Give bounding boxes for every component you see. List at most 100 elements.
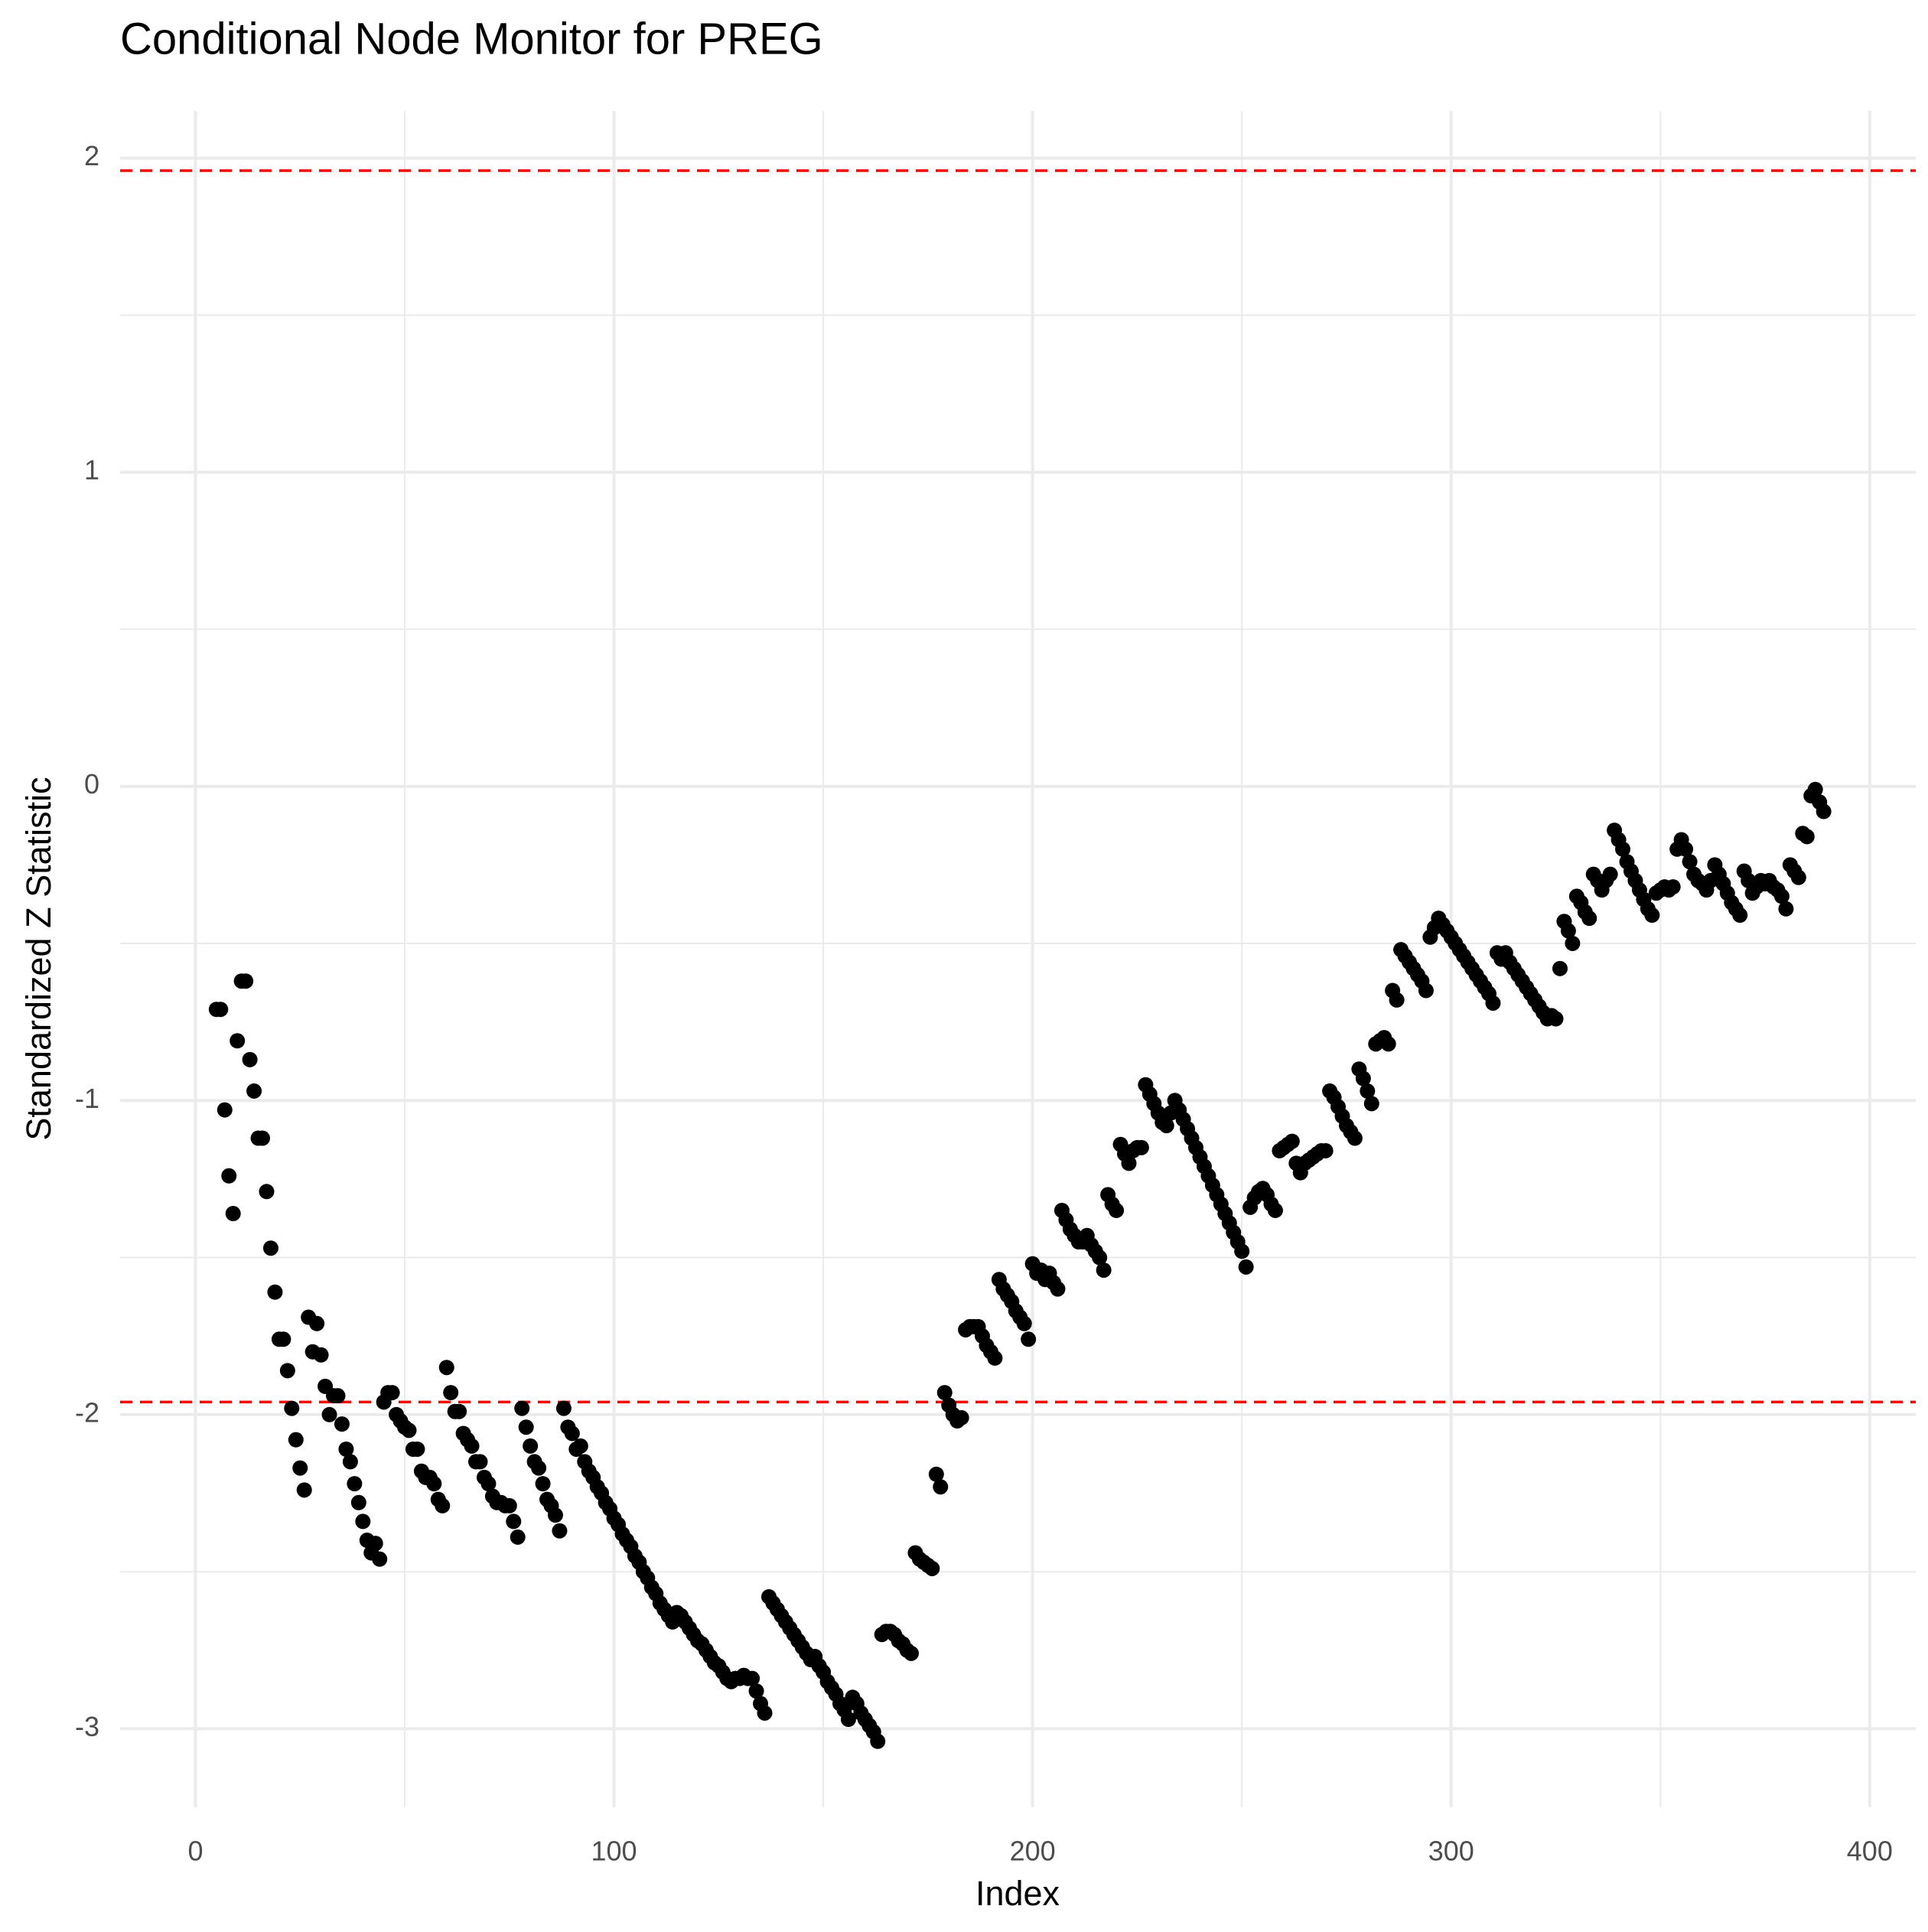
x-tick-label: 200 <box>1010 1836 1056 1867</box>
point <box>870 1733 886 1749</box>
point <box>401 1422 417 1438</box>
point <box>518 1419 534 1435</box>
point <box>313 1347 329 1363</box>
point <box>1016 1315 1032 1331</box>
point <box>1092 1249 1108 1266</box>
point <box>296 1482 312 1498</box>
point <box>1778 901 1794 917</box>
point <box>255 1130 271 1146</box>
point <box>330 1388 346 1404</box>
point <box>472 1454 488 1470</box>
point <box>1347 1130 1363 1146</box>
point <box>1389 992 1405 1008</box>
x-tick-label: 100 <box>591 1836 637 1867</box>
y-axis-title: Standardized Z Statistic <box>19 777 58 1140</box>
point <box>279 1363 295 1379</box>
point <box>355 1513 371 1530</box>
point <box>1799 829 1815 845</box>
point <box>1121 1155 1137 1171</box>
point <box>342 1454 358 1470</box>
point <box>547 1507 563 1523</box>
point <box>1816 803 1832 819</box>
point <box>1360 1083 1376 1099</box>
y-tick-label: 0 <box>84 768 99 800</box>
point <box>221 1168 237 1184</box>
point <box>1644 907 1660 924</box>
y-tick-label: -1 <box>75 1083 99 1114</box>
point <box>225 1206 241 1222</box>
point <box>347 1476 363 1492</box>
point <box>1615 841 1631 857</box>
point <box>1773 888 1790 904</box>
point <box>1050 1281 1066 1297</box>
point <box>1109 1202 1125 1218</box>
point <box>1158 1118 1174 1134</box>
point <box>1485 995 1501 1011</box>
point <box>928 1466 944 1482</box>
point <box>288 1432 304 1448</box>
point <box>1317 1142 1334 1158</box>
y-tick-label: -2 <box>75 1396 99 1428</box>
point <box>292 1460 308 1476</box>
point <box>1552 960 1568 976</box>
point <box>367 1536 383 1552</box>
point <box>464 1438 480 1454</box>
point <box>936 1385 953 1401</box>
point <box>1355 1070 1371 1087</box>
point <box>409 1441 425 1457</box>
point <box>262 1240 278 1256</box>
point <box>1133 1139 1149 1155</box>
point <box>1267 1202 1283 1218</box>
point <box>334 1416 350 1432</box>
point <box>384 1385 400 1401</box>
point <box>564 1425 580 1442</box>
point <box>1732 907 1748 924</box>
point <box>267 1284 283 1300</box>
y-tick-label: 2 <box>84 140 99 171</box>
x-tick-label: 300 <box>1428 1836 1474 1867</box>
point <box>552 1523 568 1539</box>
y-tick-label: 1 <box>84 454 99 486</box>
point <box>840 1712 856 1728</box>
point <box>1418 982 1434 999</box>
chart-title: Conditional Node Monitor for PREG <box>120 14 823 64</box>
point <box>451 1403 467 1419</box>
point <box>1021 1331 1037 1347</box>
point <box>1807 781 1823 797</box>
point <box>1560 923 1576 939</box>
point <box>531 1460 547 1476</box>
y-tick-label: -3 <box>75 1711 99 1742</box>
point <box>443 1385 459 1401</box>
point <box>748 1683 764 1699</box>
point <box>438 1360 454 1376</box>
point <box>1581 911 1597 927</box>
point <box>242 1051 258 1067</box>
point <box>501 1497 517 1513</box>
point <box>1565 935 1581 951</box>
point <box>435 1497 451 1513</box>
point <box>213 1002 229 1018</box>
point <box>744 1670 760 1686</box>
point <box>246 1083 262 1099</box>
point <box>350 1494 366 1510</box>
point <box>535 1476 551 1492</box>
point <box>1363 1096 1379 1112</box>
point <box>523 1438 539 1454</box>
x-axis-title: Index <box>975 1874 1060 1913</box>
point <box>259 1184 275 1200</box>
point <box>506 1513 522 1530</box>
point <box>510 1529 526 1545</box>
point <box>238 973 254 989</box>
point <box>309 1315 325 1331</box>
point <box>572 1438 588 1454</box>
point <box>284 1400 300 1416</box>
point <box>903 1645 919 1661</box>
point <box>275 1331 291 1347</box>
point <box>1665 879 1681 895</box>
point <box>1682 854 1698 870</box>
x-tick-label: 0 <box>187 1836 203 1867</box>
point <box>1790 869 1806 885</box>
point <box>1284 1133 1300 1149</box>
